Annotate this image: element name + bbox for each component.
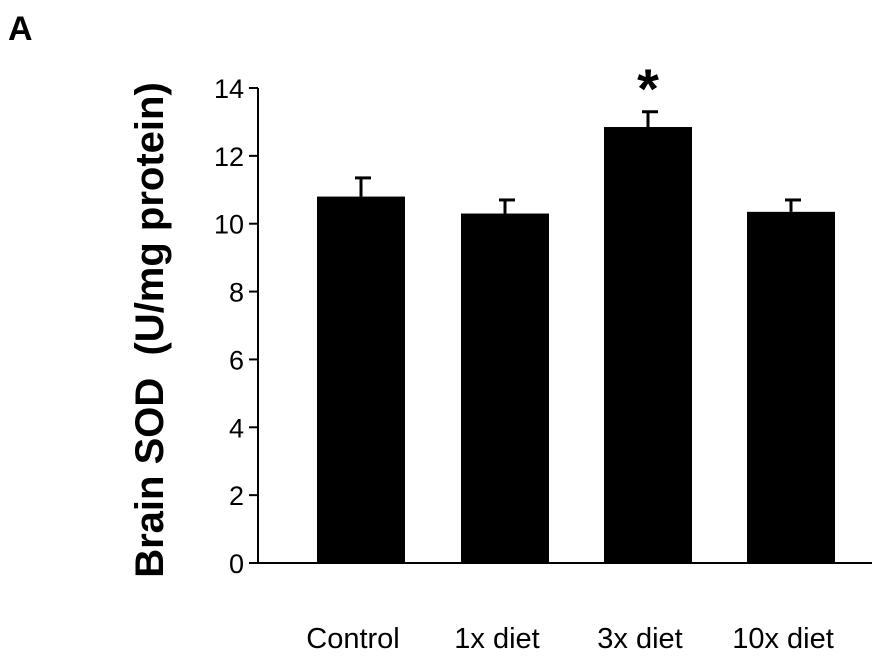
bar xyxy=(604,127,692,564)
bar xyxy=(747,211,835,563)
y-axis-title: Brain SOD (U/mg protein) xyxy=(128,82,172,578)
significance-asterisk: * xyxy=(637,57,659,120)
y-tick-label: 0 xyxy=(229,549,244,579)
y-tick-label: 2 xyxy=(229,481,244,511)
bar xyxy=(317,196,405,564)
x-category-label: 3x diet xyxy=(597,623,682,655)
chart-labels: 0 2 4 6 8 10 12 14 Brain SOD (U/mg protein) Contr… xyxy=(128,57,834,655)
bar xyxy=(461,213,549,564)
chart-bars xyxy=(317,110,835,564)
y-tick-label: 6 xyxy=(229,345,244,375)
y-tick-label: 8 xyxy=(229,278,244,308)
x-category-label: 10x diet xyxy=(732,623,834,655)
x-category-label: 1x diet xyxy=(454,623,539,655)
y-tick-label: 4 xyxy=(229,413,244,443)
y-tick-label: 12 xyxy=(214,142,244,172)
y-tick-label: 14 xyxy=(214,74,244,104)
panel-label: A xyxy=(8,10,33,48)
x-category-label: Control xyxy=(306,623,400,655)
y-tick-label: 10 xyxy=(214,210,244,240)
